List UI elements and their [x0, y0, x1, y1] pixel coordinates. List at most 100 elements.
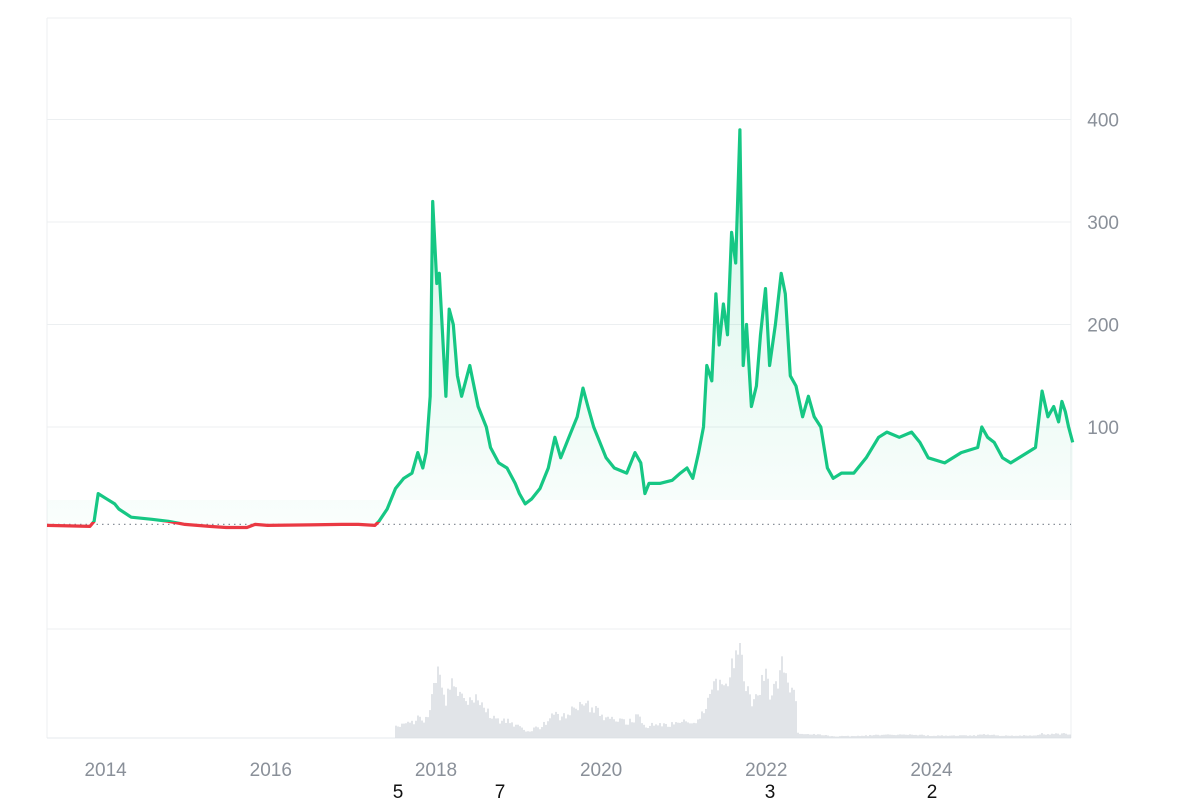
volume-bar: [533, 727, 535, 738]
volume-bar: [447, 688, 449, 738]
volume-bar: [987, 734, 989, 738]
volume-bar: [639, 716, 641, 738]
volume-bar: [795, 701, 797, 738]
volume-bar: [1049, 734, 1051, 738]
volume-bar: [625, 724, 627, 738]
volume-bar: [1023, 735, 1025, 738]
volume-bar: [597, 707, 599, 738]
volume-bar: [965, 735, 967, 738]
volume-bar: [1045, 734, 1047, 738]
volume-bar: [429, 710, 431, 738]
volume-bar: [517, 724, 519, 738]
volume-bar: [693, 722, 695, 738]
volume-bar: [507, 718, 509, 738]
volume-bar: [961, 735, 963, 738]
volume-bar: [543, 721, 545, 738]
volume-bar: [453, 686, 455, 738]
volume-bar: [1009, 735, 1011, 738]
volume-bar: [927, 735, 929, 738]
volume-bar: [539, 729, 541, 738]
volume-bar: [1019, 735, 1021, 738]
volume-bar: [1041, 733, 1043, 738]
y-tick-label: 400: [1087, 111, 1119, 132]
volume-bar: [711, 689, 713, 738]
volume-bar: [603, 720, 605, 738]
volume-bar: [937, 735, 939, 738]
volume-bar: [957, 735, 959, 738]
volume-bar: [771, 695, 773, 738]
volume-bar: [825, 735, 827, 738]
volume-bar: [921, 734, 923, 738]
volume-bar: [491, 718, 493, 738]
volume-bar: [967, 735, 969, 738]
volume-bar: [841, 735, 843, 738]
volume-bar: [435, 683, 437, 738]
volume-bar: [1037, 734, 1039, 738]
volume-bar: [667, 726, 669, 738]
x-tick-label: 2018: [415, 760, 457, 781]
volume-bar: [461, 693, 463, 738]
volume-bar: [413, 724, 415, 738]
volume-bar: [1031, 735, 1033, 738]
volume-bar: [549, 718, 551, 738]
volume-bar: [535, 726, 537, 738]
volume-bar: [407, 721, 409, 738]
volume-bar: [455, 687, 457, 738]
volume-bar: [1033, 735, 1035, 738]
volume-bar: [993, 734, 995, 738]
volume-bar: [813, 733, 815, 738]
volume-bar: [519, 726, 521, 738]
volume-bar: [541, 727, 543, 738]
volume-bar: [479, 705, 481, 738]
volume-bar: [973, 735, 975, 738]
volume-bar: [867, 736, 869, 738]
volume-bar: [817, 734, 819, 738]
volume-bar: [695, 723, 697, 738]
volume-bar: [621, 718, 623, 738]
volume-bar: [425, 716, 427, 738]
volume-bar: [509, 723, 511, 738]
volume-bar: [739, 643, 741, 738]
volume-bar: [457, 695, 459, 738]
volume-bar: [773, 683, 775, 738]
volume-bar: [979, 734, 981, 738]
volume-bar: [863, 735, 865, 738]
volume-bar: [977, 734, 979, 738]
volume-bar: [687, 722, 689, 738]
volume-bar: [725, 683, 727, 738]
volume-bar: [443, 694, 445, 738]
volume-bar: [629, 718, 631, 738]
volume-bar: [669, 726, 671, 738]
volume-bar: [545, 724, 547, 738]
volume-bar: [837, 736, 839, 738]
volume-bar: [433, 683, 435, 738]
volume-bar: [459, 691, 461, 738]
volume-bar: [907, 734, 909, 738]
volume-bar: [737, 654, 739, 738]
volume-bar: [477, 700, 479, 738]
volume-bar: [615, 721, 617, 738]
volume-bar: [527, 731, 529, 738]
volume-bar: [691, 723, 693, 738]
volume-bar: [1001, 735, 1003, 738]
volume-bar: [701, 711, 703, 738]
volume-bar: [611, 716, 613, 738]
volume-bar: [613, 719, 615, 738]
x-tick-label: 2014: [84, 760, 127, 781]
volume-bar: [899, 734, 901, 738]
volume-bar: [595, 706, 597, 738]
volume-bar: [759, 694, 761, 738]
volume-bar: [997, 735, 999, 738]
volume-bar: [489, 718, 491, 738]
volume-bar: [565, 718, 567, 738]
volume-bar: [847, 735, 849, 738]
volume-bar: [723, 685, 725, 738]
volume-bar: [685, 721, 687, 738]
volume-bar: [1059, 734, 1061, 738]
volume-bar: [405, 723, 407, 738]
volume-bar: [587, 700, 589, 738]
volume-bar: [761, 674, 763, 738]
volume-bar: [835, 736, 837, 738]
